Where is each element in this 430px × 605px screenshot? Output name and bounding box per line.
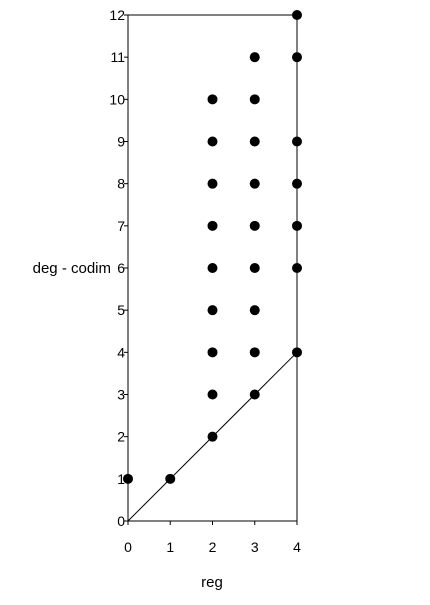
data-point (207, 94, 218, 105)
y-tick-label: 6 (117, 260, 125, 276)
data-point (292, 178, 302, 189)
x-tick-label: 3 (251, 539, 259, 555)
data-point (207, 305, 218, 316)
y-tick-label: 4 (117, 344, 125, 360)
data-point (249, 389, 260, 400)
data-point (207, 178, 218, 189)
data-point (292, 10, 302, 20)
data-point (249, 347, 260, 358)
data-point (249, 305, 260, 316)
data-point (249, 94, 260, 105)
data-point (292, 347, 302, 358)
data-point (292, 52, 302, 63)
data-point (292, 263, 302, 273)
data-point (207, 389, 218, 400)
data-point (207, 431, 218, 442)
data-point (292, 136, 302, 147)
x-axis-label: reg (201, 574, 223, 591)
y-tick-label: 8 (117, 176, 125, 192)
data-point (249, 263, 260, 273)
y-tick-label: 9 (117, 134, 125, 150)
y-tick-label: 10 (109, 91, 125, 107)
data-point (292, 220, 302, 231)
data-point (165, 473, 176, 484)
y-tick-label: 11 (110, 49, 125, 65)
data-point (207, 347, 218, 358)
x-tick-label: 1 (166, 539, 174, 555)
y-tick-label: 7 (117, 218, 125, 234)
y-tick-label: 1 (117, 471, 125, 487)
data-point (249, 178, 260, 189)
data-point (207, 136, 218, 147)
data-point (249, 52, 260, 63)
data-points (123, 10, 302, 484)
data-point (249, 220, 260, 231)
y-tick-label: 3 (117, 387, 125, 403)
data-point (123, 473, 133, 484)
y-tick-label: 5 (117, 302, 125, 318)
x-tick-label: 2 (209, 539, 217, 555)
y-tick-label: 12 (109, 7, 125, 23)
y-axis-label: deg - codim (33, 260, 111, 277)
y-tick-label: 2 (117, 429, 125, 445)
y-tick-label: 0 (117, 513, 125, 529)
x-axis-ticks: 0 1 2 3 4 (124, 521, 301, 555)
x-tick-label: 0 (124, 539, 132, 555)
x-tick-label: 4 (293, 539, 301, 555)
data-point (249, 136, 260, 147)
data-point (207, 220, 218, 231)
data-point (207, 263, 218, 273)
